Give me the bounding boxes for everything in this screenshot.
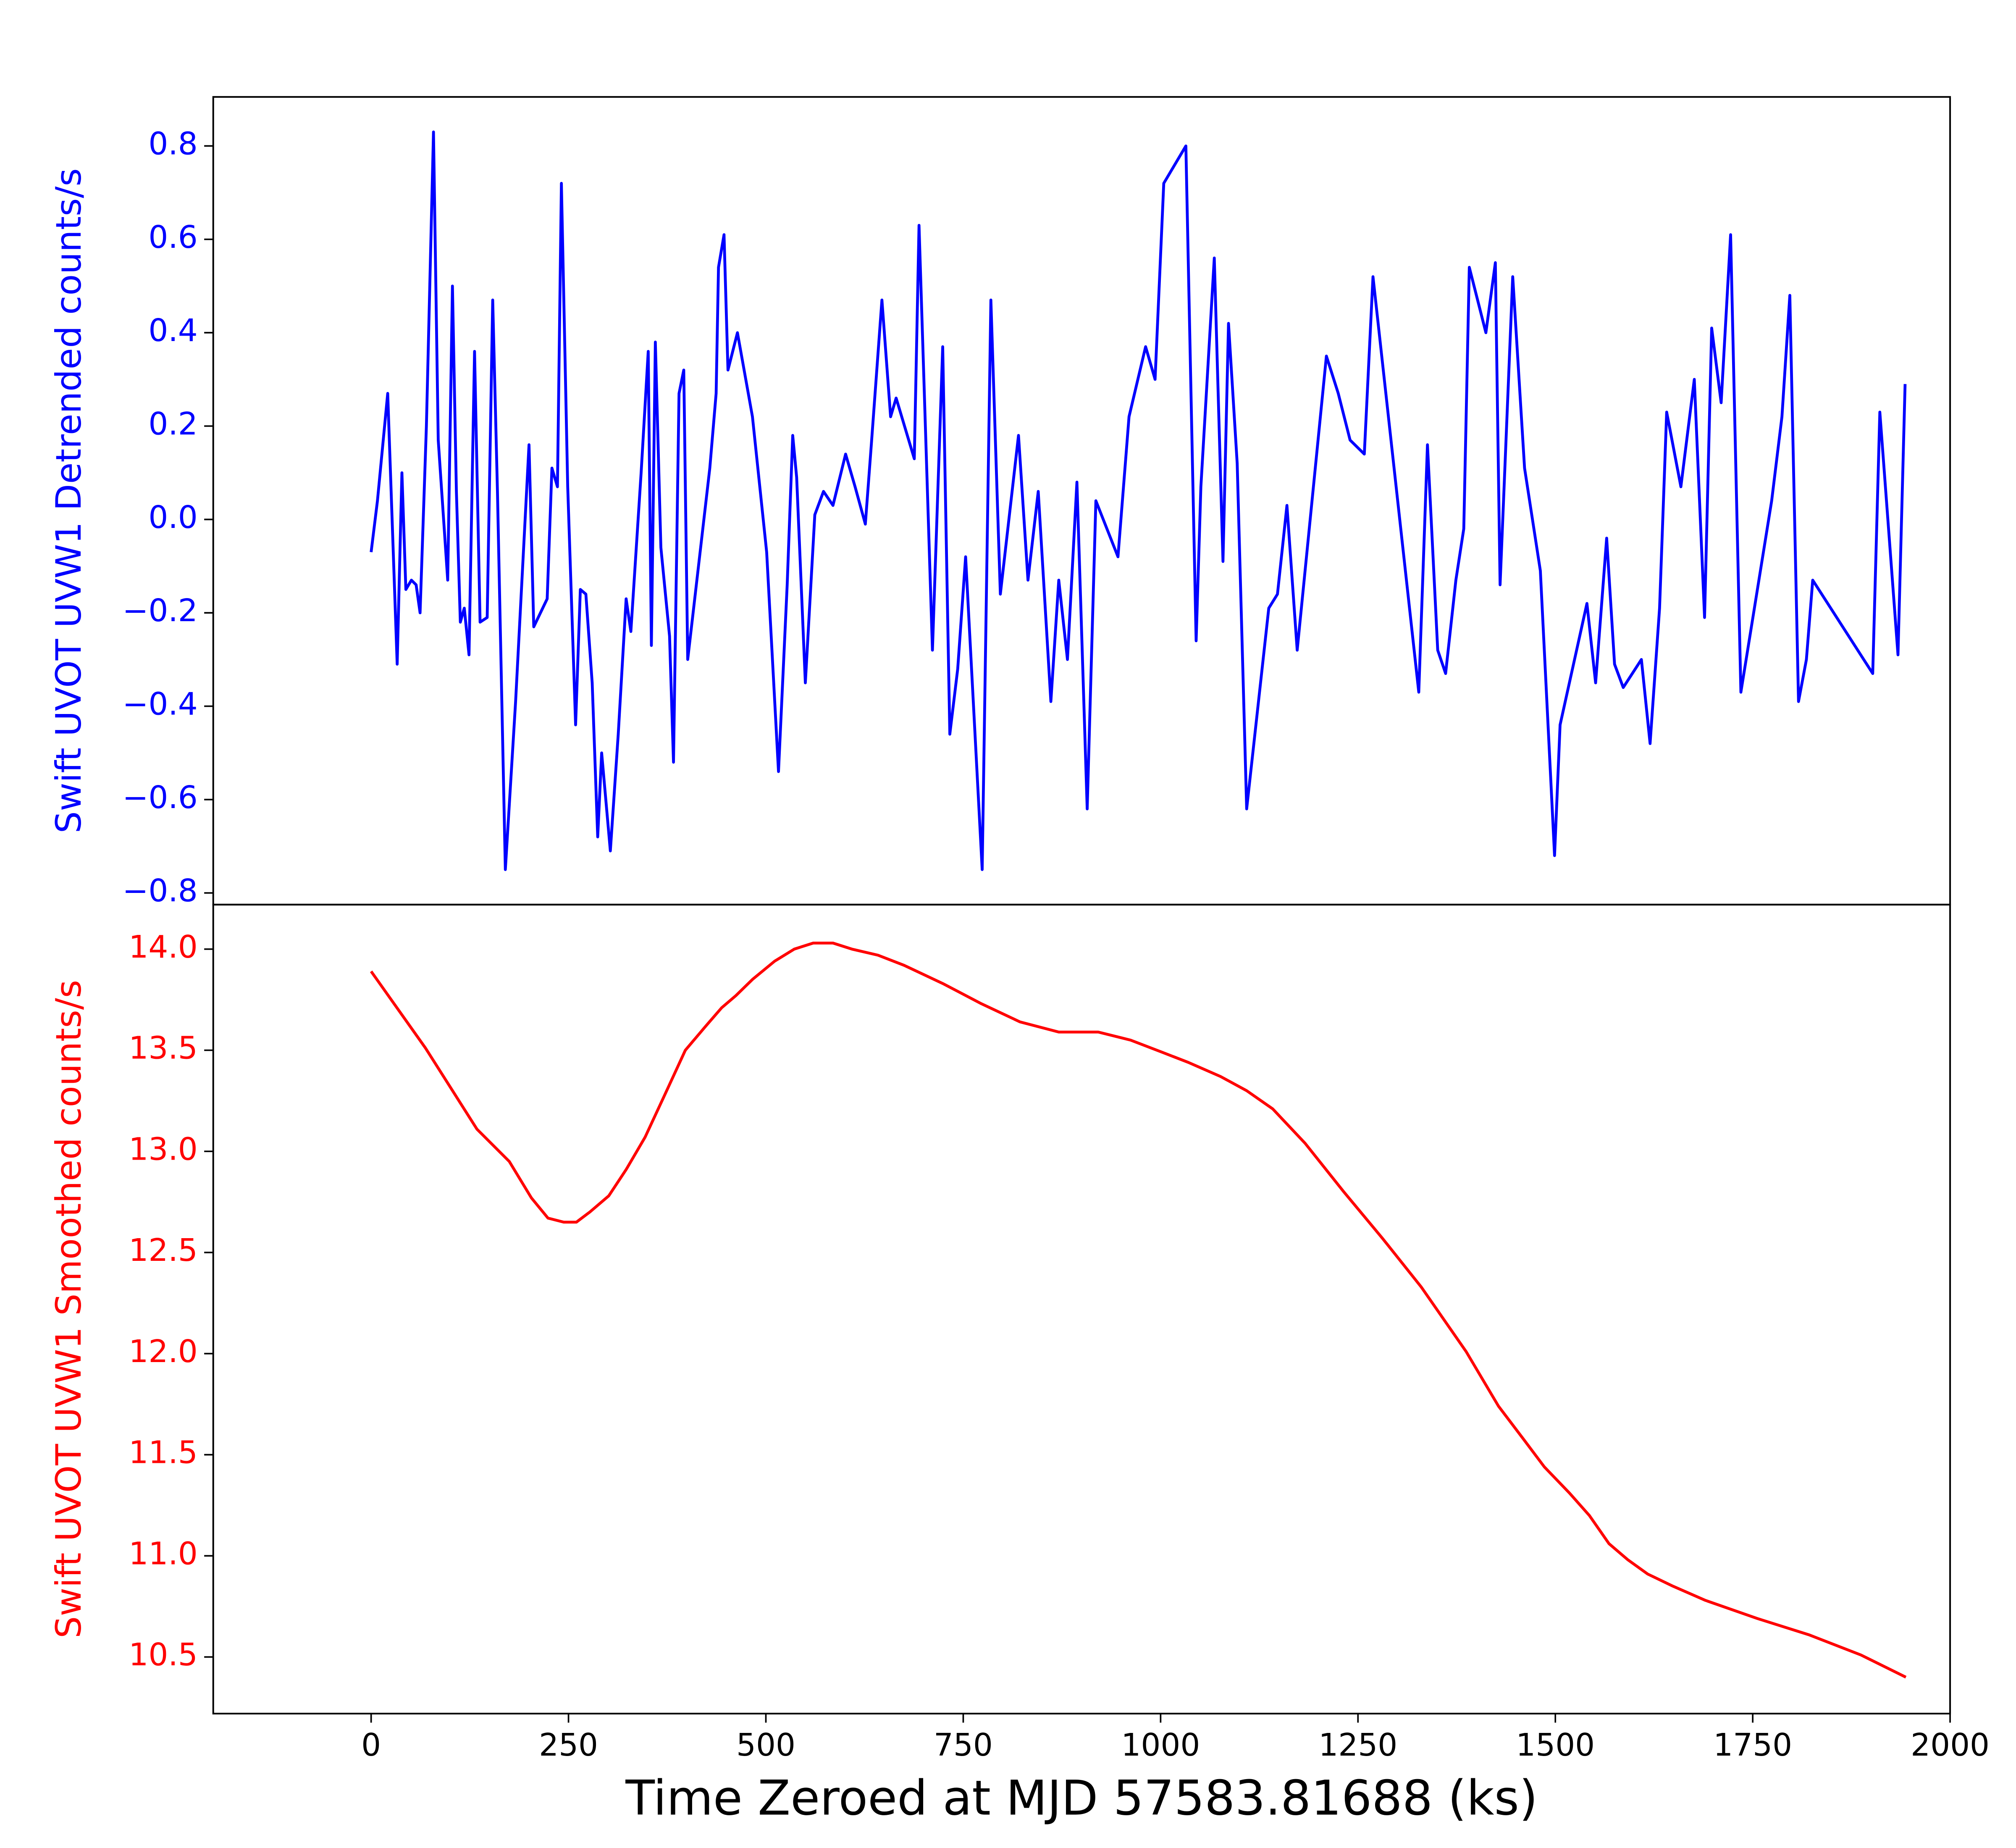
- y-tick-label: −0.4: [122, 686, 197, 722]
- y-tick-label: −0.8: [122, 873, 197, 909]
- x-tick-label: 1750: [1713, 1727, 1792, 1763]
- x-axis-label: Time Zeroed at MJD 57583.81688 (ks): [625, 1770, 1538, 1826]
- x-tick-label: 1000: [1121, 1727, 1200, 1763]
- x-tick-label: 2000: [1911, 1727, 1990, 1763]
- y-tick-label: 0.0: [148, 499, 197, 536]
- y-tick-label: 12.0: [129, 1334, 197, 1370]
- y-tick-label: 0.6: [148, 219, 197, 255]
- y-axis-label: Swift UVOT UVW1 Detrended counts/s: [48, 168, 89, 833]
- x-tick-label: 1500: [1516, 1727, 1595, 1763]
- x-tick-label: 1250: [1318, 1727, 1397, 1763]
- data-line: [370, 130, 1907, 871]
- y-tick-label: 0.2: [148, 406, 197, 442]
- x-tick-label: 500: [736, 1727, 795, 1763]
- y-tick-label: 10.5: [129, 1637, 197, 1673]
- y-tick-label: −0.6: [122, 780, 197, 816]
- y-tick-label: 13.5: [129, 1030, 197, 1066]
- y-tick-label: 13.0: [129, 1131, 197, 1167]
- y-tick-label: 11.5: [129, 1435, 197, 1471]
- y-axis-label: Swift UVOT UVW1 Smoothed counts/s: [48, 980, 89, 1638]
- x-tick-label: 750: [934, 1727, 993, 1763]
- y-tick-label: 12.5: [129, 1232, 197, 1268]
- data-line: [370, 941, 1907, 1679]
- x-tick-label: 0: [361, 1727, 381, 1763]
- y-tick-label: −0.2: [122, 593, 197, 629]
- y-tick-label: 0.4: [148, 312, 197, 349]
- plot-frame: [212, 903, 1951, 1714]
- y-tick-label: 0.8: [148, 126, 197, 162]
- x-tick-label: 250: [539, 1727, 598, 1763]
- y-tick-label: 11.0: [129, 1536, 197, 1572]
- y-tick-label: 14.0: [129, 929, 197, 965]
